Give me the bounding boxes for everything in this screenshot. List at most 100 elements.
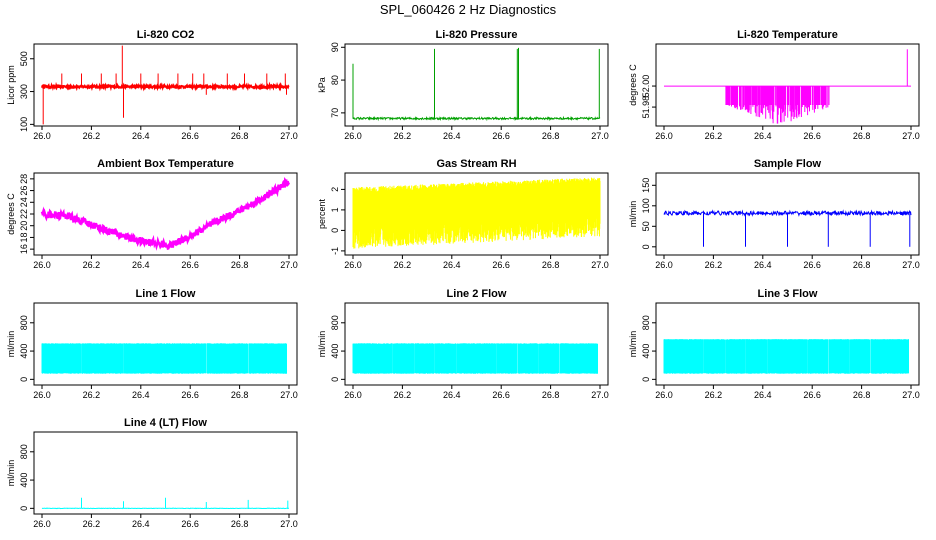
- x-tick-label: 26.8: [542, 131, 560, 141]
- x-tick-label: 26.6: [803, 390, 821, 400]
- panel-co2: Li-820 CO2 26.0 26.2 26.4 26.6 26.8 27.0 100 300…: [6, 29, 298, 141]
- panel-line1: Line 1 Flow 26.0 26.2 26.4 26.6 26.8 27.0 0 400 8…: [6, 288, 298, 400]
- y-axis-label: percent: [317, 198, 327, 229]
- x-tick-label: 26.6: [803, 131, 821, 141]
- y-tick-label: 52.00: [641, 75, 651, 98]
- x-tick-label: 26.0: [655, 131, 673, 141]
- x-tick-label: 27.0: [902, 260, 920, 270]
- y-tick-label: 70: [330, 108, 340, 118]
- series-co2: [41, 45, 290, 125]
- x-tick-label: 26.4: [443, 131, 461, 141]
- series-rh: [352, 177, 601, 249]
- x-tick-label: 26.4: [443, 390, 461, 400]
- series-line3: [663, 339, 909, 374]
- series-sample: [663, 209, 912, 247]
- x-tick-label: 27.0: [591, 131, 609, 141]
- panel-title: Gas Stream RH: [436, 158, 516, 170]
- panel-title: Ambient Box Temperature: [97, 158, 234, 170]
- x-tick-label: 27.0: [280, 519, 298, 529]
- y-tick-label: 150: [641, 178, 651, 193]
- x-tick-label: 26.8: [231, 260, 249, 270]
- series-line4: [41, 497, 290, 510]
- panel-title: Li-820 Temperature: [737, 29, 838, 41]
- panel-title: Li-820 CO2: [137, 29, 194, 41]
- x-tick-label: 26.6: [492, 131, 510, 141]
- x-tick-label: 26.4: [132, 390, 150, 400]
- y-axis-label: degrees C: [628, 64, 638, 106]
- x-tick-label: 26.0: [33, 519, 51, 529]
- x-tick-label: 27.0: [280, 260, 298, 270]
- x-tick-label: 26.6: [181, 131, 199, 141]
- plot-frame: [655, 302, 920, 386]
- y-tick-label: 400: [641, 344, 651, 359]
- y-tick-label: 400: [19, 344, 29, 359]
- x-tick-label: 26.8: [231, 519, 249, 529]
- x-tick-label: 26.2: [705, 390, 723, 400]
- x-tick-label: 26.4: [754, 390, 772, 400]
- y-tick-label: 90: [330, 42, 340, 52]
- figure-title: SPL_060426 2 Hz Diagnostics: [379, 2, 557, 17]
- x-tick-label: 26.6: [492, 390, 510, 400]
- series-line1: [41, 343, 287, 374]
- y-tick-label: 28: [19, 174, 29, 184]
- y-axis-label: Licor ppm: [6, 65, 16, 105]
- x-tick-label: 26.2: [394, 260, 412, 270]
- x-tick-label: 26.2: [83, 390, 101, 400]
- plot-frame: [33, 43, 298, 127]
- y-tick-label: 16: [19, 244, 29, 254]
- x-tick-label: 26.0: [33, 390, 51, 400]
- y-tick-label: 20: [19, 221, 29, 231]
- y-tick-label: 18: [19, 232, 29, 242]
- series-line: [41, 81, 290, 92]
- y-tick-label: 400: [330, 344, 340, 359]
- series-line: [352, 115, 601, 122]
- x-tick-label: 26.0: [33, 131, 51, 141]
- x-tick-label: 26.2: [394, 390, 412, 400]
- series-band: [352, 343, 598, 374]
- y-tick-label: 400: [19, 473, 29, 488]
- x-tick-label: 26.4: [132, 131, 150, 141]
- x-tick-label: 26.6: [181, 390, 199, 400]
- panel-sample: Sample Flow 26.0 26.2 26.4 26.6 26.8 27.0 0 50 10…: [628, 158, 920, 270]
- x-tick-label: 26.6: [181, 519, 199, 529]
- x-tick-label: 26.2: [705, 131, 723, 141]
- x-tick-label: 26.2: [394, 131, 412, 141]
- y-tick-label: 24: [19, 197, 29, 207]
- panel-title: Line 3 Flow: [758, 288, 818, 300]
- y-tick-label: 500: [19, 51, 29, 66]
- y-tick-label: 50: [641, 221, 651, 231]
- x-tick-label: 26.0: [344, 131, 362, 141]
- plot-frame: [33, 302, 298, 386]
- plot-frame: [344, 302, 609, 386]
- series-line: [40, 177, 291, 251]
- x-tick-label: 26.8: [853, 390, 871, 400]
- plot-frame: [33, 431, 298, 515]
- series-band: [41, 343, 287, 374]
- y-tick-label: 0: [641, 244, 651, 249]
- panel-line4: Line 4 (LT) Flow 26.0 26.2 26.4 26.6 26.8 27.0…: [6, 417, 298, 529]
- y-axis-label: ml/min: [628, 331, 638, 358]
- y-axis-label: kPa: [317, 77, 327, 93]
- x-tick-label: 27.0: [591, 390, 609, 400]
- x-tick-label: 26.2: [705, 260, 723, 270]
- y-tick-label: 800: [19, 444, 29, 459]
- panel-line3: Line 3 Flow 26.0 26.2 26.4 26.6 26.8 27.0 0 400 8…: [628, 288, 920, 400]
- x-tick-label: 26.6: [492, 260, 510, 270]
- series-temperature: [664, 49, 911, 124]
- y-tick-label: 100: [19, 117, 29, 132]
- x-tick-label: 26.6: [181, 260, 199, 270]
- panel-title: Line 2 Flow: [447, 288, 507, 300]
- y-tick-label: 22: [19, 209, 29, 219]
- series-band: [352, 177, 601, 249]
- y-axis-label: ml/min: [6, 460, 16, 487]
- x-tick-label: 26.4: [443, 260, 461, 270]
- x-tick-label: 26.8: [853, 260, 871, 270]
- x-tick-label: 26.0: [33, 260, 51, 270]
- x-tick-label: 27.0: [902, 131, 920, 141]
- y-axis-label: ml/min: [317, 331, 327, 358]
- panel-title: Line 4 (LT) Flow: [124, 417, 207, 429]
- y-tick-label: 2: [330, 187, 340, 192]
- plot-frame: [655, 43, 920, 127]
- y-tick-label: 0: [330, 377, 340, 382]
- y-axis-label: ml/min: [628, 201, 638, 228]
